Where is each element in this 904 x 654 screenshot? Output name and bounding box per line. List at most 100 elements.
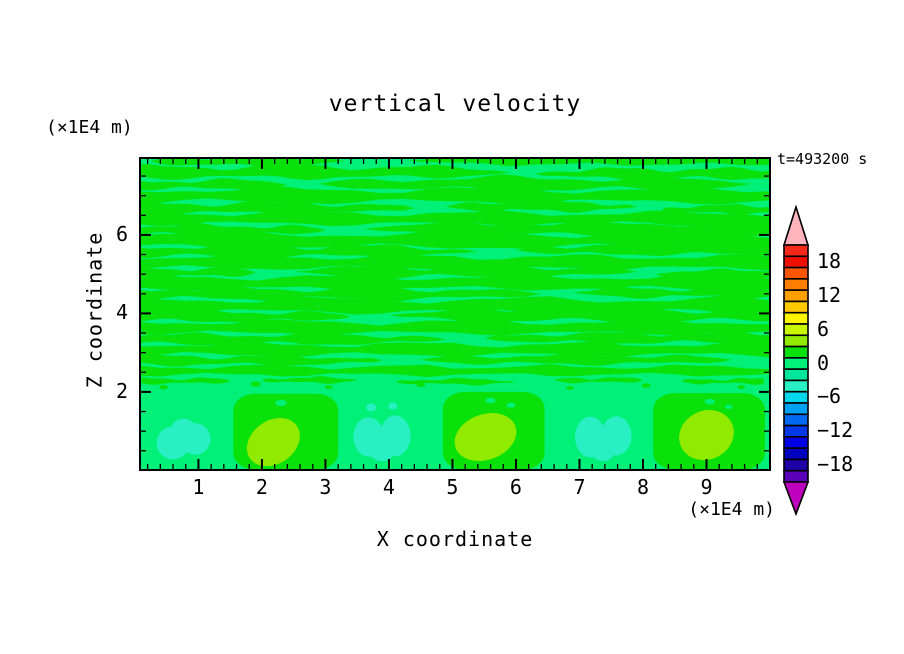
streak-band bbox=[408, 158, 770, 166]
z-axis-units-label: (×1E4 m) bbox=[46, 117, 133, 138]
colorbar-band bbox=[783, 379, 809, 393]
streak-band bbox=[293, 264, 637, 279]
downdraft-blob bbox=[171, 418, 197, 443]
z-axis-title: Z coordinate bbox=[82, 231, 107, 389]
streak-band bbox=[140, 200, 415, 216]
streak-band bbox=[389, 307, 770, 323]
cell-dot bbox=[485, 397, 496, 404]
x-tick-label: 6 bbox=[509, 475, 522, 499]
colorbar-band bbox=[783, 390, 809, 404]
cell-dot bbox=[506, 402, 516, 408]
streaks-layer bbox=[140, 158, 770, 386]
colorbar-band bbox=[783, 311, 809, 325]
streak-band bbox=[484, 331, 770, 345]
streak-band bbox=[140, 309, 351, 323]
colorbar-band bbox=[783, 300, 809, 314]
axes-frame bbox=[139, 157, 771, 471]
streak-band bbox=[140, 354, 383, 367]
cell-dot bbox=[704, 398, 715, 405]
streak-band bbox=[140, 210, 770, 227]
streak-band bbox=[140, 164, 510, 180]
colorbar-tick-label: 6 bbox=[817, 316, 830, 341]
updraft-cells-layer bbox=[233, 391, 765, 470]
colorbar-band bbox=[783, 368, 809, 382]
colorbar-band bbox=[783, 469, 809, 483]
downdraft-blob bbox=[369, 440, 395, 461]
colorbar-band bbox=[783, 436, 809, 449]
downdraft-blob bbox=[388, 402, 398, 410]
streak-band bbox=[140, 230, 770, 250]
streak-band bbox=[140, 285, 542, 302]
warm-speck bbox=[159, 384, 168, 390]
colorbar-band bbox=[783, 289, 809, 303]
colorbar-tick-label: 0 bbox=[817, 350, 830, 375]
page-title: vertical velocity bbox=[328, 91, 582, 117]
streak-band bbox=[140, 363, 770, 377]
x-tick-label: 2 bbox=[255, 475, 268, 499]
streak-band bbox=[261, 376, 358, 384]
x-tick-label: 9 bbox=[700, 475, 713, 499]
streak-band bbox=[516, 242, 770, 257]
streak-band bbox=[655, 268, 770, 280]
x-tick-label: 5 bbox=[446, 475, 459, 499]
cell-dot bbox=[724, 404, 733, 409]
downdraft-blobs-layer bbox=[156, 402, 632, 461]
updraft-core bbox=[679, 410, 734, 461]
cell-dot bbox=[275, 399, 287, 407]
streak-band bbox=[140, 186, 770, 205]
time-annotation: t=493200 s bbox=[777, 150, 868, 168]
warm-speck bbox=[641, 383, 651, 388]
colorbar-band bbox=[783, 278, 809, 291]
warm-speck bbox=[737, 385, 746, 390]
updraft-core bbox=[246, 418, 300, 467]
colorbar-band bbox=[783, 447, 809, 461]
colorbar-band bbox=[783, 402, 809, 416]
colorbar-band bbox=[783, 266, 809, 280]
colorbar-tick-label: −18 bbox=[817, 452, 854, 477]
colorbar-band bbox=[783, 345, 809, 359]
x-axis-units-label: (×1E4 m) bbox=[688, 499, 775, 520]
colorbar-band bbox=[783, 357, 809, 370]
colorbar-band bbox=[783, 255, 809, 269]
streak-band bbox=[140, 266, 256, 278]
colorbar-over-arrow bbox=[782, 204, 810, 246]
z-tick-label: 4 bbox=[115, 300, 128, 325]
colorbar-tick-label: 18 bbox=[817, 249, 842, 274]
colorbar-tick-label: −6 bbox=[817, 384, 842, 409]
warm-speck bbox=[566, 386, 574, 390]
colorbar-band bbox=[783, 458, 809, 472]
x-tick-label: 8 bbox=[636, 475, 649, 499]
z-tick-label: 6 bbox=[115, 221, 128, 246]
warm-speck bbox=[250, 381, 261, 387]
colorbar-band bbox=[783, 323, 809, 337]
colorbar-under-arrow bbox=[782, 481, 810, 517]
downdraft-blob bbox=[366, 403, 377, 412]
x-tick-label: 1 bbox=[192, 475, 205, 499]
streak-band bbox=[140, 178, 288, 191]
warm-speck bbox=[416, 382, 426, 388]
streak-band bbox=[140, 341, 770, 358]
contour-field bbox=[140, 158, 770, 470]
warm-speck bbox=[324, 385, 333, 390]
colorbar-tick-label: −12 bbox=[817, 418, 854, 443]
streak-band bbox=[535, 166, 770, 181]
colorbar-band bbox=[783, 334, 809, 348]
streak-band bbox=[140, 223, 326, 236]
streak-band bbox=[446, 200, 637, 213]
streak-band bbox=[141, 377, 231, 385]
x-axis-title: X coordinate bbox=[376, 527, 534, 551]
streak-band bbox=[140, 243, 478, 259]
x-tick-label: 3 bbox=[319, 475, 332, 499]
streak-band bbox=[395, 377, 516, 386]
colorbar-tick-label: 12 bbox=[817, 282, 842, 307]
streak-band bbox=[319, 174, 751, 192]
downdraft-blob bbox=[591, 442, 615, 461]
streak-band bbox=[140, 318, 770, 336]
streak-band bbox=[140, 253, 770, 271]
colorbar-band bbox=[783, 413, 809, 427]
updraft-core bbox=[454, 413, 517, 462]
streak-band bbox=[662, 204, 770, 215]
streak-band bbox=[681, 377, 764, 385]
